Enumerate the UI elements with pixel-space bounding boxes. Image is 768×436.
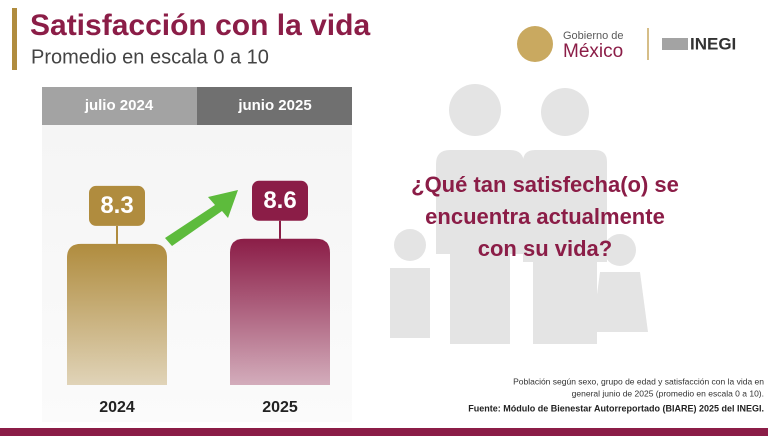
value-label: 8.3 [100,192,133,219]
title-accent [12,8,17,70]
note: general junio de 2025 (promedio en escal… [572,388,764,398]
source: Fuente: Módulo de Bienestar Autorreporta… [468,403,764,413]
logo-text: Gobierno de [563,30,624,42]
column-header-bg [197,87,352,125]
increase-arrow [165,190,238,246]
x-tick-label: 2025 [262,399,298,416]
logo-icon [662,38,688,50]
bottom-band [0,428,768,436]
value-label: 8.6 [263,187,296,214]
chart-subtitle: Promedio en escala 0 a 10 [31,46,269,68]
value-label-box [252,180,308,221]
note: Población según sexo, grupo de edad y sa… [513,376,764,386]
logo-emblem [517,26,553,62]
logo-text: INEGI [690,34,736,53]
family-silhouette [390,84,648,344]
bar [67,243,167,385]
question: ¿Qué tan satisfecha(o) se [411,172,679,197]
question: encuentra actualmente [425,204,665,229]
bar [230,238,330,385]
column-header: junio 2025 [237,97,311,114]
chart-title: Satisfacción con la vida [30,9,370,42]
x-tick-label: 2024 [99,399,135,416]
question: con su vida? [478,236,612,261]
column-header: julio 2024 [84,97,154,114]
value-label-box [89,185,145,226]
logo-text: México [563,41,623,62]
column-header-bg [42,87,197,125]
